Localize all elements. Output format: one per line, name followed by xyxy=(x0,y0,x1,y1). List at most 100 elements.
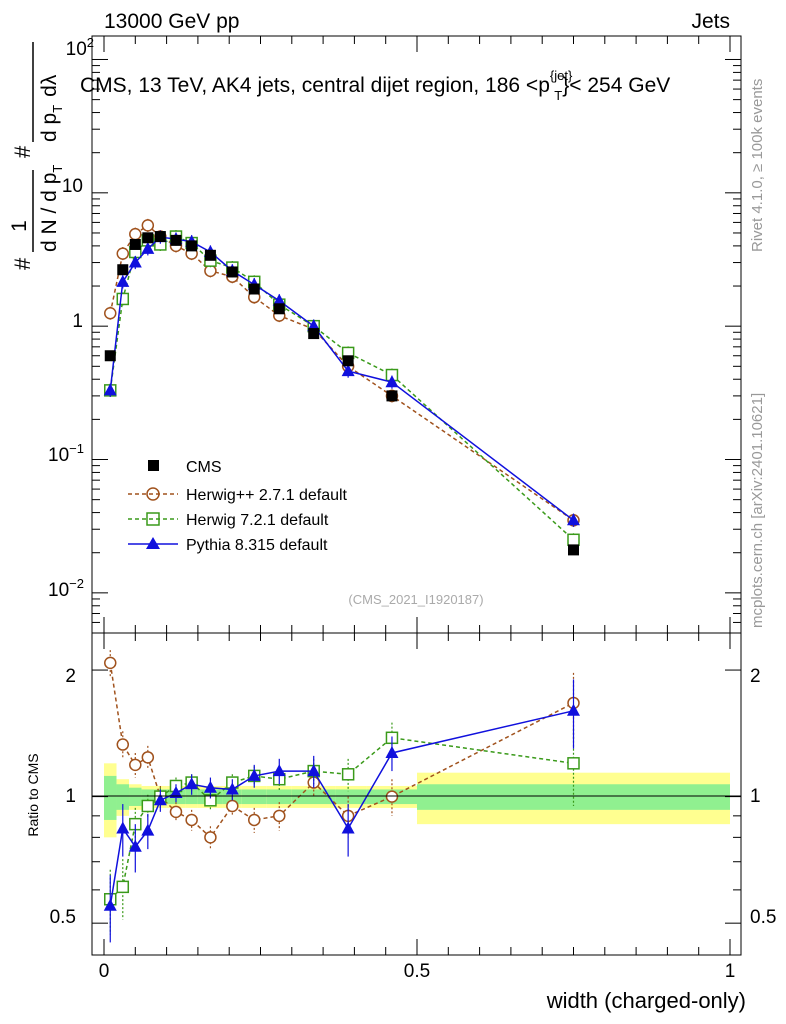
y-axis-denom: d N / d pT xyxy=(38,165,65,252)
plot-title: CMS, 13 TeV, AK4 jets, central dijet reg… xyxy=(80,68,670,103)
top-point-cms xyxy=(129,238,141,250)
ratio-point-pythia xyxy=(272,764,286,777)
top-point-cms xyxy=(226,266,238,278)
ratio-point-herwigpp xyxy=(247,813,261,827)
ratio-point-pythia xyxy=(141,823,155,836)
top-point-cms xyxy=(186,240,198,252)
ratio-point-pythia xyxy=(247,768,261,781)
top-point-cms xyxy=(170,234,182,246)
ratio-ytick-right-0.5: 0.5 xyxy=(750,907,776,928)
ratio-point-herwig7 xyxy=(141,799,155,813)
top-point-herwig7 xyxy=(116,292,130,306)
y-axis-numerator: d2N xyxy=(0,108,5,142)
top-point-herwigpp xyxy=(141,219,155,232)
top-point-pythia xyxy=(272,293,286,306)
ratio-point-herwig7 xyxy=(341,768,355,781)
ratio-point-herwigpp xyxy=(273,809,286,823)
legend-marker-cms xyxy=(148,460,159,471)
y-axis-title: # 1 d N / d pT # d2N d pTdλ xyxy=(0,42,65,270)
header-right: Jets xyxy=(691,10,730,33)
ratio-y-axis-title: Ratio to CMS xyxy=(25,753,41,836)
top-line-pythia xyxy=(109,236,574,521)
top-point-cms xyxy=(142,232,154,244)
top-point-cms xyxy=(117,264,129,276)
top-point-pythia xyxy=(128,255,142,268)
header-left: 13000 GeV pp xyxy=(104,10,239,33)
ratio-ytick-right-1: 1 xyxy=(750,786,761,807)
ratio-point-pythia xyxy=(341,821,355,834)
top-point-cms xyxy=(248,283,260,295)
ytick-label-1: 1 xyxy=(72,311,83,332)
y-axis-hash: # xyxy=(10,257,35,270)
ratio-ytick-left-1: 1 xyxy=(65,786,76,807)
ratio-point-pythia xyxy=(128,839,142,852)
ratio-point-pythia xyxy=(203,780,217,793)
xtick-label-1: 1 xyxy=(725,961,736,982)
ratio-point-pythia xyxy=(385,745,399,758)
ratio-point-herwigpp xyxy=(385,790,399,803)
ratio-point-pythia xyxy=(153,793,167,806)
top-point-pythia xyxy=(341,364,355,377)
y-axis-one: 1 xyxy=(8,220,31,232)
top-point-pythia xyxy=(103,383,117,396)
top-point-herwigpp xyxy=(104,306,117,320)
analysis-tag: (CMS_2021_I1920187) xyxy=(348,592,483,607)
ratio-point-pythia xyxy=(116,821,130,834)
legend-marker-herwig7 xyxy=(146,512,160,526)
ratio-ytick-left-2: 2 xyxy=(65,666,76,687)
ratio-point-herwigpp xyxy=(185,813,198,827)
ratio-point-pythia xyxy=(185,777,199,790)
legend: CMS Herwig++ 2.7.1 default Herwig 7.2.1 … xyxy=(128,459,348,554)
top-point-herwigpp xyxy=(116,247,130,260)
top-point-pythia xyxy=(141,241,155,254)
title-sub: T xyxy=(554,88,562,103)
ratio-point-pythia xyxy=(307,764,321,777)
top-point-herwig7 xyxy=(567,533,580,547)
title-sup: {jet} xyxy=(550,68,573,83)
ratio-point-pythia xyxy=(103,898,117,911)
ratio-point-herwigpp xyxy=(226,799,239,813)
ratio-uncertainty-band xyxy=(104,763,730,838)
band-inner-segment xyxy=(116,784,130,810)
ratio-point-herwig7 xyxy=(116,880,130,894)
legend-label-herwigpp: Herwig++ 2.7.1 default xyxy=(186,487,348,504)
ratio-point-pythia xyxy=(225,782,239,795)
x-axis-title: width (charged-only) xyxy=(546,988,746,1013)
ytick-label-0.1: 10−1 xyxy=(48,441,84,466)
top-point-cms xyxy=(273,303,285,315)
ratio-point-herwigpp xyxy=(169,805,183,819)
band-inner-segment xyxy=(104,775,117,820)
top-point-pythia xyxy=(116,274,130,287)
top-point-cms xyxy=(386,390,398,402)
xtick-label-0.5: 0.5 xyxy=(404,961,430,982)
top-point-cms xyxy=(204,249,216,261)
band-inner-segment xyxy=(266,789,292,805)
band-inner-segment xyxy=(185,789,198,805)
ratio-point-pythia xyxy=(567,703,580,716)
ratio-point-herwig7 xyxy=(567,757,580,770)
ratio-point-pythia xyxy=(169,785,183,798)
top-point-cms xyxy=(568,544,579,556)
top-point-cms xyxy=(104,350,116,362)
top-point-herwigpp xyxy=(129,227,142,241)
ratio-point-herwigpp xyxy=(141,751,155,764)
band-inner-segment xyxy=(129,787,142,806)
ratio-point-herwigpp xyxy=(104,656,117,670)
y-axis-denominator-2: d pTdλ xyxy=(38,74,65,142)
top-panel-series xyxy=(103,218,580,556)
band-inner-segment xyxy=(335,789,367,805)
title-main: CMS, 13 TeV, AK4 jets, central dijet reg… xyxy=(80,74,550,97)
mcplots-label: mcplots.cern.ch [arXiv:2401.10621] xyxy=(749,393,766,628)
title-tail: }< 254 GeV xyxy=(562,74,670,97)
top-point-cms xyxy=(154,231,166,243)
ratio-point-herwigpp xyxy=(116,738,130,751)
xtick-label-0: 0 xyxy=(99,961,110,982)
rivet-label: Rivet 4.1.0, ≥ 100k events xyxy=(749,79,766,252)
ratio-ytick-right-2: 2 xyxy=(750,666,761,687)
top-point-pythia xyxy=(385,375,399,388)
legend-marker-pythia xyxy=(146,537,160,549)
ytick-label-10: 10 xyxy=(62,176,83,197)
top-point-pythia xyxy=(567,513,580,526)
ratio-point-herwigpp xyxy=(129,758,142,772)
